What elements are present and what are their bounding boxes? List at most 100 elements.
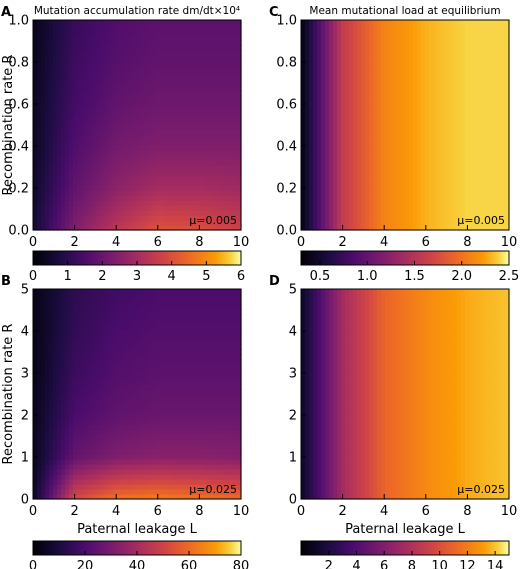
heatmap-cell (101, 484, 106, 490)
heatmap-cell (61, 175, 66, 181)
heatmap-cell (69, 170, 74, 176)
heatmap-cell (393, 110, 398, 116)
heatmap-cell (441, 145, 446, 151)
heatmap-cell (229, 25, 234, 31)
heatmap-cell (61, 200, 66, 206)
heatmap-cell (493, 115, 498, 121)
heatmap-cell (229, 459, 234, 465)
heatmap-cell (477, 90, 482, 96)
heatmap-cell (337, 45, 342, 51)
heatmap-cell (477, 120, 482, 126)
heatmap-cell (145, 479, 150, 485)
heatmap-cell (165, 215, 170, 221)
heatmap-cell (405, 50, 410, 56)
heatmap-cell (129, 85, 134, 91)
heatmap-cell (473, 30, 478, 36)
heatmap-cell (233, 489, 238, 495)
heatmap-cell (301, 125, 306, 131)
heatmap-cell (117, 30, 122, 36)
heatmap-cell (237, 105, 242, 111)
heatmap-cell (41, 75, 46, 81)
heatmap-cell (473, 20, 478, 26)
heatmap-cell (233, 170, 238, 176)
heatmap-cell (317, 25, 322, 31)
heatmap-cell (113, 444, 118, 450)
heatmap-cell (189, 464, 194, 470)
heatmap-cell (429, 225, 434, 231)
heatmap-cell (37, 489, 42, 495)
heatmap-cell (361, 170, 366, 176)
heatmap-cell (501, 105, 506, 111)
heatmap-cell (165, 45, 170, 51)
heatmap-cell (137, 165, 142, 171)
heatmap-cell (361, 210, 366, 216)
heatmap-cell (321, 190, 326, 196)
heatmap-cell (373, 85, 378, 91)
heatmap-cell (153, 449, 158, 455)
heatmap-cell (129, 175, 134, 181)
heatmap-cell (101, 155, 106, 161)
heatmap-cell (229, 225, 234, 231)
heatmap-cell (93, 20, 98, 26)
heatmap-cell (49, 449, 54, 455)
heatmap-cell (165, 484, 170, 490)
heatmap-cell (321, 120, 326, 126)
heatmap-cell (73, 135, 78, 141)
heatmap-cell (213, 20, 218, 26)
heatmap-cell (125, 125, 130, 131)
heatmap-cell (333, 215, 338, 221)
heatmap-cell (217, 85, 222, 91)
heatmap-cell (481, 195, 486, 201)
heatmap-cell (157, 180, 162, 186)
heatmap-cell (93, 449, 98, 455)
heatmap-cell (373, 205, 378, 211)
heatmap-cell (465, 90, 470, 96)
heatmap-cell (301, 165, 306, 171)
heatmap-cell (237, 95, 242, 101)
heatmap-cell (301, 140, 306, 146)
heatmap-cell (341, 40, 346, 46)
heatmap-cell (353, 95, 358, 101)
heatmap-cell (309, 220, 314, 226)
heatmap-cell (365, 75, 370, 81)
heatmap-cell (105, 180, 110, 186)
heatmap-cell (425, 175, 430, 181)
heatmap-cell (381, 60, 386, 66)
heatmap-cell (425, 185, 430, 191)
heatmap-cell (341, 65, 346, 71)
heatmap-cell (317, 100, 322, 106)
heatmap-cell (433, 175, 438, 181)
heatmap-cell (77, 205, 82, 211)
heatmap-cell (133, 464, 138, 470)
heatmap-cell (317, 155, 322, 161)
heatmap-cell (365, 100, 370, 106)
heatmap-cell (165, 140, 170, 146)
heatmap-cell (441, 100, 446, 106)
heatmap-cell (441, 220, 446, 226)
heatmap-cell (301, 65, 306, 71)
heatmap-cell (65, 225, 70, 231)
heatmap-cell (385, 185, 390, 191)
heatmap-cell (477, 215, 482, 221)
heatmap-cell (197, 215, 202, 221)
heatmap-cell (121, 95, 126, 101)
heatmap-cell (105, 30, 110, 36)
heatmap-cell (477, 195, 482, 201)
heatmap-cell (313, 155, 318, 161)
heatmap-cell (69, 20, 74, 26)
heatmap-cell (113, 145, 118, 151)
colorbar-tick-label: 2 (98, 269, 106, 284)
heatmap-cell (453, 220, 458, 226)
heatmap-cell (413, 75, 418, 81)
heatmap-cell (473, 140, 478, 146)
heatmap-cell (301, 130, 306, 136)
heatmap-cell (69, 145, 74, 151)
heatmap-cell (485, 20, 490, 26)
heatmap-cell (45, 80, 50, 86)
heatmap-cell (313, 205, 318, 211)
heatmap-cell (93, 205, 98, 211)
heatmap-cell (365, 120, 370, 126)
heatmap-cell (89, 115, 94, 121)
heatmap-cell (425, 95, 430, 101)
heatmap-cell (317, 20, 322, 26)
